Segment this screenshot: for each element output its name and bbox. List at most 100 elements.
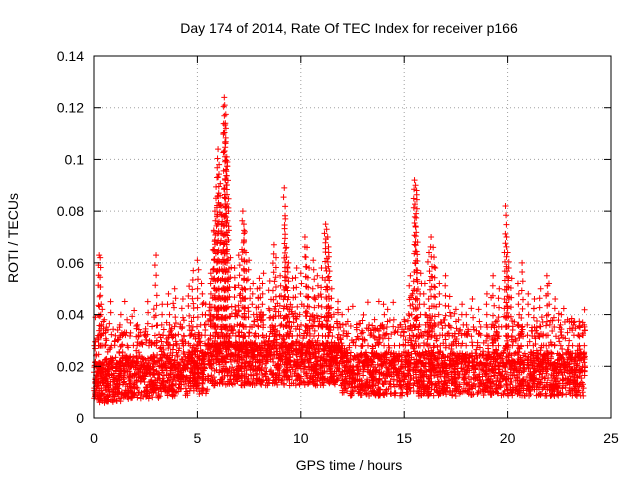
data-point xyxy=(571,367,578,374)
data-point xyxy=(480,362,487,369)
data-point xyxy=(107,298,114,305)
data-point xyxy=(538,379,545,386)
data-point xyxy=(170,333,177,340)
data-point xyxy=(167,364,174,371)
data-point xyxy=(269,287,276,294)
data-point xyxy=(225,287,232,294)
data-point xyxy=(134,342,141,349)
data-point xyxy=(563,350,570,357)
data-point xyxy=(534,349,541,356)
data-point xyxy=(327,356,334,363)
data-point xyxy=(405,358,412,365)
data-point xyxy=(556,338,563,345)
data-point xyxy=(262,364,269,371)
data-point xyxy=(431,365,438,372)
data-point xyxy=(235,373,242,380)
data-point xyxy=(259,371,266,378)
data-point xyxy=(236,272,243,279)
data-point xyxy=(270,339,277,346)
data-point xyxy=(160,361,167,368)
data-point xyxy=(314,372,321,379)
data-point xyxy=(222,359,229,366)
data-point xyxy=(318,284,325,291)
data-point xyxy=(194,295,201,302)
data-point xyxy=(222,144,229,151)
data-point xyxy=(256,284,263,291)
data-point xyxy=(231,371,238,378)
data-point xyxy=(109,357,116,364)
data-point xyxy=(410,345,417,352)
data-point xyxy=(150,366,157,373)
data-point xyxy=(153,292,160,299)
data-point xyxy=(97,254,104,261)
data-point xyxy=(169,381,176,388)
data-point xyxy=(475,331,482,338)
data-point xyxy=(401,374,408,381)
data-point xyxy=(347,349,354,356)
data-point xyxy=(117,343,124,350)
data-point xyxy=(325,362,332,369)
data-point xyxy=(131,372,138,379)
data-point xyxy=(304,244,311,251)
data-point xyxy=(134,321,141,328)
data-point xyxy=(395,350,402,357)
data-point xyxy=(536,371,543,378)
data-point xyxy=(547,386,554,393)
data-point xyxy=(144,298,151,305)
data-point xyxy=(232,303,239,310)
data-point xyxy=(235,345,242,352)
data-point xyxy=(129,313,136,320)
data-point xyxy=(333,372,340,379)
data-point xyxy=(360,383,367,390)
data-point xyxy=(182,339,189,346)
data-point xyxy=(306,303,313,310)
data-point xyxy=(404,386,411,393)
data-point xyxy=(380,381,387,388)
data-point xyxy=(453,357,460,364)
data-point xyxy=(127,332,134,339)
data-point xyxy=(138,389,145,396)
data-point xyxy=(539,356,546,363)
data-point xyxy=(231,284,238,291)
data-point xyxy=(360,363,367,370)
data-point xyxy=(141,378,148,385)
data-point xyxy=(359,343,366,350)
data-point xyxy=(369,349,376,356)
data-point xyxy=(286,382,293,389)
data-point xyxy=(189,295,196,302)
data-point xyxy=(578,367,585,374)
data-point xyxy=(215,174,222,181)
data-point xyxy=(429,381,436,388)
data-point xyxy=(377,386,384,393)
data-point xyxy=(143,370,150,377)
data-point xyxy=(175,388,182,395)
data-point xyxy=(106,391,113,398)
data-point xyxy=(249,301,256,308)
data-point xyxy=(114,337,121,344)
data-point xyxy=(502,376,509,383)
data-point xyxy=(281,249,288,256)
data-point xyxy=(96,293,103,300)
data-point xyxy=(517,365,524,372)
data-point xyxy=(305,284,312,291)
data-point xyxy=(311,363,318,369)
data-point xyxy=(116,381,123,388)
data-point xyxy=(238,381,245,388)
data-point xyxy=(535,350,542,357)
data-point xyxy=(135,332,142,339)
data-point xyxy=(223,241,230,248)
data-point xyxy=(494,317,501,324)
data-point xyxy=(581,327,588,334)
data-point xyxy=(284,372,291,379)
data-point xyxy=(334,364,341,371)
data-point xyxy=(226,332,233,339)
data-point xyxy=(282,215,289,222)
data-point xyxy=(227,376,234,383)
data-point xyxy=(500,349,507,356)
data-point xyxy=(487,361,494,368)
data-point xyxy=(236,322,243,329)
data-point xyxy=(294,323,301,330)
data-point xyxy=(116,349,123,356)
data-point xyxy=(223,182,230,189)
data-point xyxy=(252,356,259,363)
